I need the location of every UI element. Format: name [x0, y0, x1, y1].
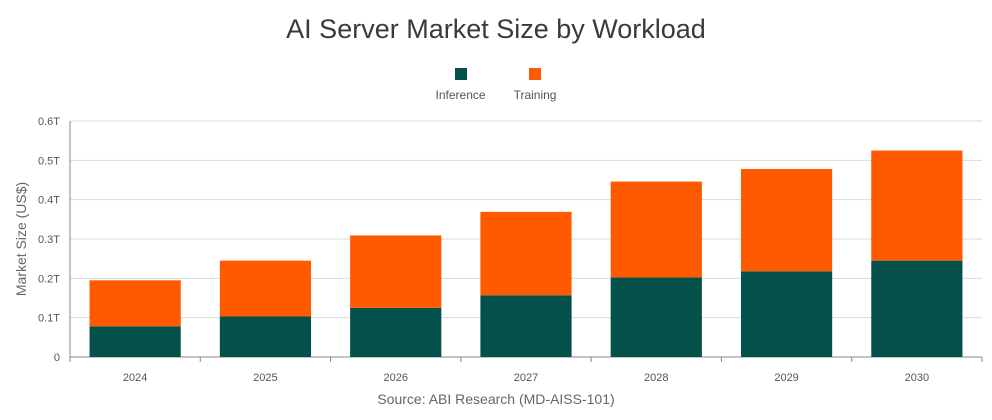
y-tick-label: 0.5T — [38, 155, 60, 167]
bar-inference-2024 — [89, 326, 181, 357]
x-tick-label: 2027 — [514, 372, 538, 384]
bar-training-2027 — [480, 211, 572, 296]
bar-training-2028 — [610, 181, 702, 278]
legend-item-training[interactable]: Training — [513, 68, 557, 102]
bar-inference-2029 — [740, 271, 833, 357]
y-tick-label: 0 — [54, 352, 60, 364]
source-note: Source: ABI Research (MD-AISS-101) — [377, 391, 615, 407]
bar-inference-2030 — [871, 260, 963, 357]
y-tick-label: 0.4T — [38, 195, 60, 207]
legend-label-inference: Inference — [435, 88, 486, 102]
bar-training-2030 — [871, 150, 963, 261]
bar-inference-2025 — [219, 316, 312, 357]
x-tick-label: 2030 — [905, 372, 929, 384]
x-tick-label: 2024 — [123, 372, 147, 384]
legend-label-training: Training — [513, 88, 557, 102]
x-tick-label: 2026 — [383, 372, 407, 384]
bar-training-2024 — [89, 280, 181, 327]
legend-swatch-training — [529, 68, 542, 80]
bar-inference-2027 — [480, 295, 572, 357]
y-axis-title: Market Size (US$) — [13, 182, 29, 296]
bar-training-2029 — [740, 168, 833, 272]
bar-inference-2028 — [610, 277, 702, 357]
chart-title: AI Server Market Size by Workload — [286, 14, 706, 44]
bar-training-2026 — [350, 235, 442, 308]
y-tick-label: 0.2T — [38, 273, 60, 285]
y-tick-label: 0.6T — [38, 116, 60, 128]
y-tick-label: 0.3T — [38, 234, 60, 246]
legend-item-inference[interactable]: Inference — [436, 68, 486, 102]
bar-training-2025 — [219, 260, 312, 317]
y-tick-label: 0.1T — [38, 313, 60, 325]
x-tick-label: 2025 — [253, 372, 277, 384]
legend: Inference Training — [0, 68, 992, 102]
legend-swatch-inference — [454, 68, 467, 80]
x-tick-label: 2029 — [774, 372, 798, 384]
bar-inference-2026 — [350, 307, 442, 357]
x-tick-label: 2028 — [644, 372, 668, 384]
